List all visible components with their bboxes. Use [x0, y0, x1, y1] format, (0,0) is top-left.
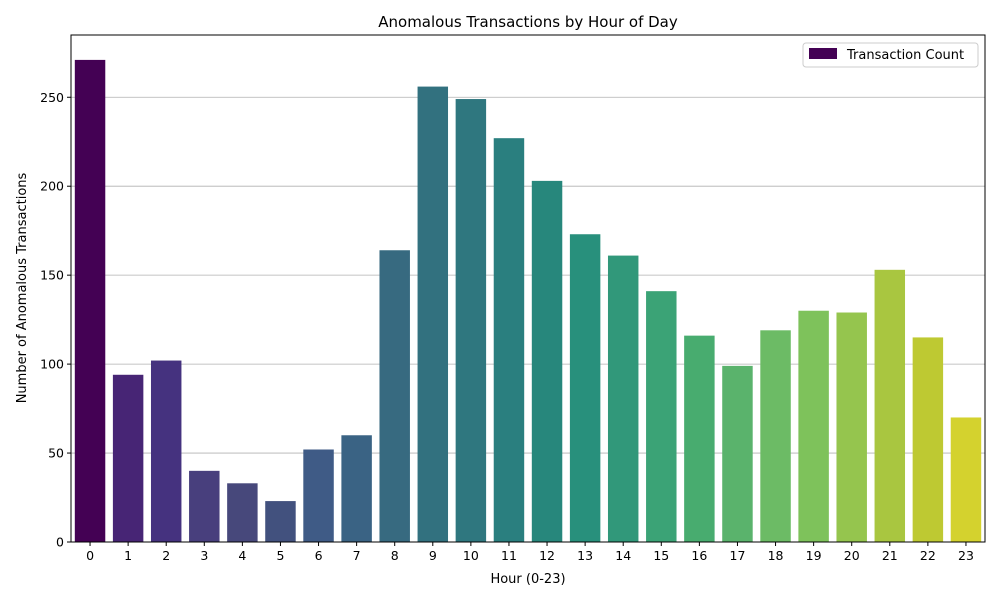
- bar-hour-18: [760, 330, 791, 542]
- y-axis: 0 50 100 150 200 250: [40, 90, 71, 550]
- bar-hour-20: [836, 312, 867, 542]
- bar-hour-13: [569, 234, 601, 542]
- x-axis: 0 1 2 3 4 5 6 7 8 9 10 11 12 13 14 15 16 17 18 19 20 21 22 23: [86, 542, 974, 563]
- chart-title: Anomalous Transactions by Hour of Day: [378, 13, 678, 31]
- x-tick-label: 15: [653, 548, 669, 563]
- bar-hour-9: [417, 86, 449, 542]
- y-tick-label: 200: [40, 179, 64, 194]
- x-tick-label: 0: [86, 548, 94, 563]
- x-tick-label: 17: [730, 548, 746, 563]
- bar-hour-0: [74, 59, 106, 542]
- bars: [74, 59, 982, 542]
- bar-hour-1: [112, 374, 144, 542]
- bar-hour-19: [798, 310, 829, 542]
- x-tick-label: 4: [238, 548, 246, 563]
- bar-hour-10: [455, 99, 487, 542]
- x-tick-label: 16: [691, 548, 707, 563]
- x-tick-label: 19: [806, 548, 822, 563]
- x-tick-label: 22: [920, 548, 936, 563]
- x-tick-label: 12: [539, 548, 555, 563]
- y-tick-label: 250: [40, 90, 64, 105]
- x-tick-label: 11: [501, 548, 517, 563]
- y-axis-title: Number of Anomalous Transactions: [15, 172, 30, 403]
- bar-hour-2: [150, 360, 182, 542]
- bar-hour-22: [912, 337, 944, 542]
- bar-hour-3: [189, 470, 220, 542]
- bar-hour-23: [950, 417, 982, 542]
- bar-hour-15: [646, 291, 677, 542]
- bar-hour-4: [227, 483, 258, 542]
- grid-lines: [71, 96, 985, 454]
- x-tick-label: 7: [353, 548, 361, 563]
- bar-hour-14: [607, 255, 639, 542]
- x-tick-label: 2: [162, 548, 170, 563]
- x-tick-label: 1: [124, 548, 132, 563]
- legend: Transaction Count: [802, 42, 979, 68]
- y-tick-label: 150: [40, 268, 64, 283]
- bar-hour-16: [684, 335, 715, 542]
- bar-hour-5: [265, 501, 296, 542]
- x-tick-label: 10: [463, 548, 479, 563]
- legend-label: Transaction Count: [846, 48, 964, 63]
- x-axis-title: Hour (0-23): [490, 572, 565, 587]
- x-tick-label: 9: [429, 548, 437, 563]
- bar-hour-8: [379, 250, 410, 542]
- x-tick-label: 8: [391, 548, 399, 563]
- bar-hour-7: [341, 435, 372, 542]
- legend-swatch: [809, 48, 837, 59]
- y-tick-label: 100: [40, 357, 64, 372]
- legend-frame: [802, 42, 979, 68]
- bar-hour-21: [874, 269, 906, 542]
- bar-hour-11: [493, 138, 525, 542]
- y-tick-label: 50: [48, 446, 64, 461]
- x-tick-label: 3: [200, 548, 208, 563]
- bar-hour-17: [722, 365, 753, 542]
- x-tick-label: 6: [315, 548, 323, 563]
- bar-hour-6: [303, 449, 334, 542]
- x-tick-label: 5: [276, 548, 284, 563]
- x-tick-label: 13: [577, 548, 593, 563]
- bar-hour-12: [531, 180, 563, 542]
- x-tick-label: 14: [615, 548, 631, 563]
- y-tick-label: 0: [56, 535, 64, 550]
- x-tick-label: 21: [882, 548, 898, 563]
- plot-frame: [70, 34, 986, 543]
- x-tick-label: 23: [958, 548, 974, 563]
- x-tick-label: 20: [844, 548, 860, 563]
- x-tick-label: 18: [768, 548, 784, 563]
